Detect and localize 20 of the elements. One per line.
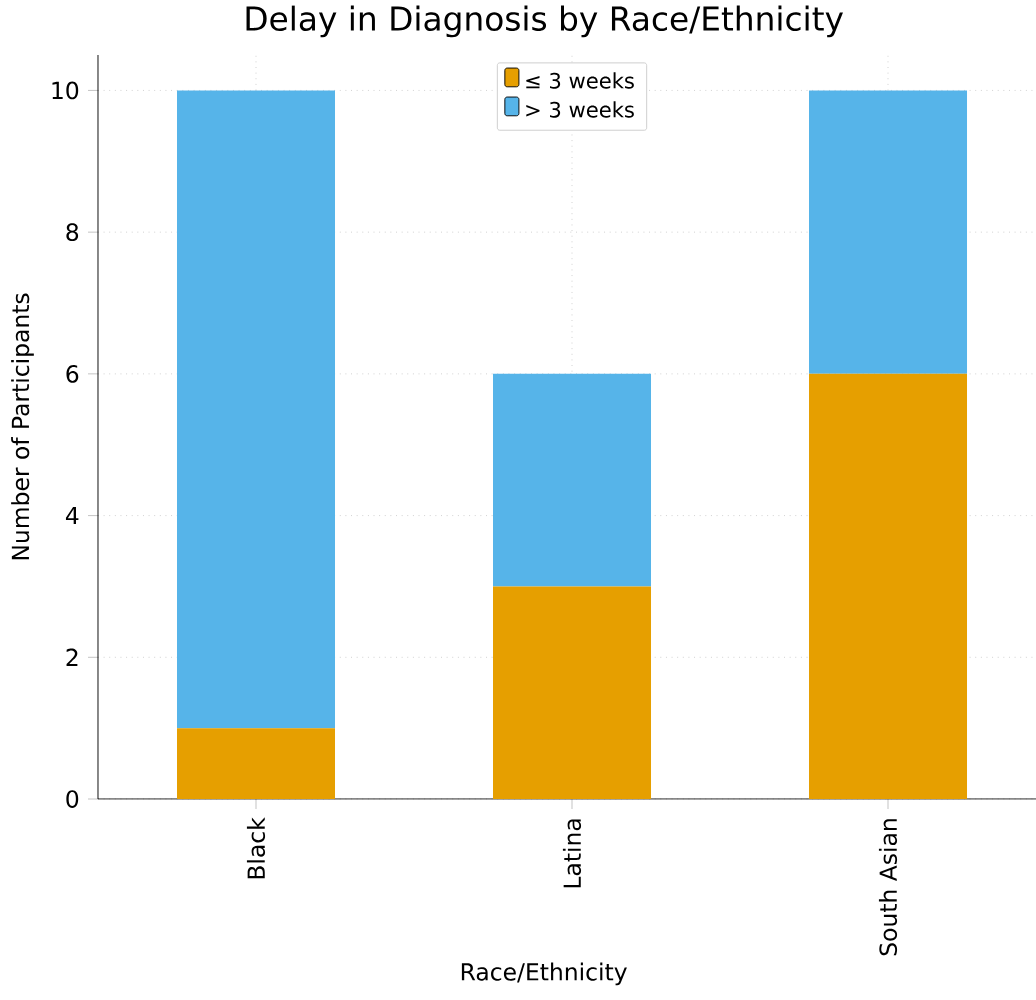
bar [809, 90, 968, 374]
y-tick-label: 0 [66, 790, 79, 808]
bar [493, 586, 652, 800]
x-axis-title: Race/Ethnicity [461, 962, 627, 986]
y-tick-label: 2 [66, 648, 78, 666]
x-tick-label: South Asian [878, 819, 898, 956]
y-tick-label: 10 [52, 81, 79, 100]
y-axis-title: Number of Participants [11, 293, 34, 560]
x-tick-label: Black [246, 817, 266, 879]
y-tick-label: 4 [65, 507, 79, 525]
y-tick-label: 8 [66, 223, 79, 241]
bar [177, 728, 335, 800]
bar [809, 373, 968, 800]
bar [493, 373, 652, 587]
legend-label: > 3 weeks [526, 101, 634, 118]
bar [177, 90, 335, 729]
y-tick-label: 6 [66, 364, 79, 383]
legend-label: ≤ 3 weeks [526, 72, 634, 89]
chart-title: Delay in Diagnosis by Race/Ethnicity [246, 5, 843, 38]
x-tick-label: Latina [562, 819, 582, 888]
